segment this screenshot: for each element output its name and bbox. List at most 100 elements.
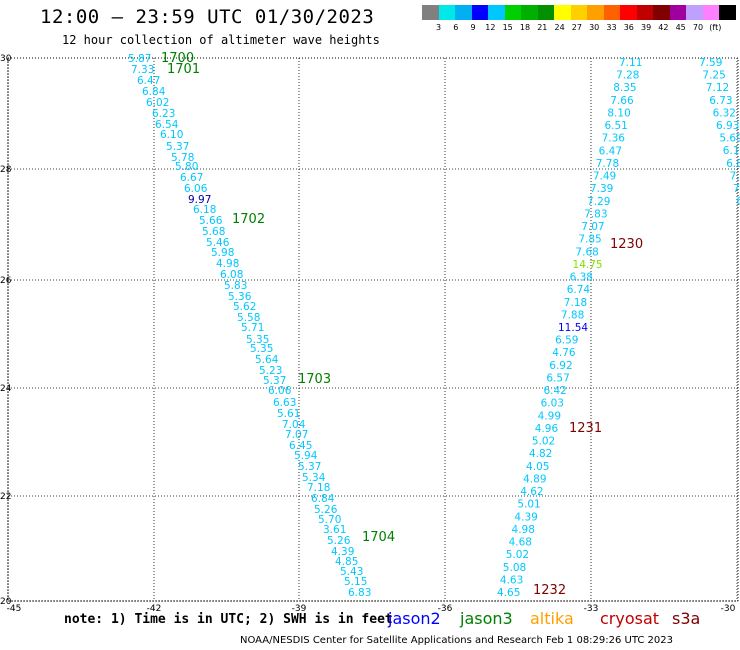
swh-value-b: 6.03 — [541, 398, 564, 410]
swh-value-b: 7.07 — [581, 221, 604, 233]
colorbar-swatch — [719, 5, 736, 20]
lat-tick-label: 20 — [0, 597, 12, 607]
swh-value-a: 5.37 — [263, 375, 286, 387]
time-label: 1231 — [569, 421, 602, 436]
lat-tick-label: 26 — [0, 276, 12, 286]
lat-tick-label: 22 — [0, 492, 11, 502]
map-subtitle: 12 hour collection of altimeter wave hei… — [62, 33, 380, 47]
swh-value-b: 7.11 — [619, 57, 642, 69]
swh-value-a: 6.10 — [160, 129, 183, 141]
swh-value-a: 5.80 — [175, 161, 198, 173]
swh-value-b: 4.98 — [512, 524, 535, 536]
swh-value-a: 3.61 — [323, 524, 346, 536]
colorbar-swatch — [438, 5, 456, 20]
swh-value-a: 6.08 — [220, 269, 243, 281]
swh-value-b: 8.10 — [607, 107, 630, 119]
swh-value-a: 5.71 — [241, 322, 264, 334]
swh-value-b: 4.65 — [497, 587, 520, 599]
swh-value-a: 6.18 — [193, 204, 216, 216]
swh-value-b: 4.76 — [552, 347, 576, 359]
swh-value-b: 6.57 — [546, 372, 569, 384]
colorbar-label: 39 — [641, 23, 652, 32]
plot-frame — [7, 57, 739, 602]
swh-value-a: 5.98 — [211, 247, 234, 259]
lat-tick-label: 30 — [0, 54, 12, 64]
colorbar-swatch — [603, 5, 621, 20]
swh-value-b: 7.85 — [578, 234, 601, 246]
colorbar-swatch — [669, 5, 687, 20]
swh-value-a: 5.78 — [171, 152, 194, 164]
swh-value-b: 7.83 — [584, 208, 607, 220]
swh-value-a: 5.34 — [302, 472, 326, 484]
swh-value-b: 4.63 — [500, 574, 523, 586]
swh-value-b: 8.35 — [613, 82, 636, 94]
swh-value-a: 6.06 — [184, 183, 208, 195]
legend-s3a: s3a — [672, 609, 701, 628]
swh-value-a: 5.66 — [199, 215, 223, 227]
swh-value-b: 5.02 — [532, 436, 555, 448]
time-label: 1232 — [533, 583, 566, 598]
swh-value-b: 6.38 — [570, 272, 593, 284]
swh-value-a: 5.46 — [206, 237, 230, 249]
swh-value-a: 5.87 — [128, 53, 151, 65]
swh-value-b: 4.39 — [514, 511, 537, 523]
swh-value-b: 6.42 — [543, 385, 566, 397]
colorbar-label: 70 — [692, 23, 704, 32]
swh-value-c: 7.25 — [702, 70, 725, 82]
time-label: 1702 — [232, 212, 265, 227]
swh-value-b: 6.59 — [555, 335, 578, 347]
colorbar-label: 12 — [485, 23, 496, 32]
legend-cryosat: cryosat — [600, 609, 660, 628]
colorbar-swatch — [488, 5, 505, 20]
swh-value-a: 4.98 — [216, 258, 239, 270]
swh-value-b: 4.82 — [529, 448, 552, 460]
colorbar-label: 27 — [571, 23, 582, 32]
legend-note: note: 1) Time is in UTC; 2) SWH is in fe… — [64, 612, 393, 627]
swh-value-b: 7.29 — [587, 196, 610, 208]
swh-value-a: 5.83 — [224, 280, 247, 292]
colorbar-label: 42 — [658, 23, 669, 32]
swh-value-b: 5.08 — [503, 562, 526, 574]
colorbar-swatch — [422, 5, 439, 20]
swh-value-b: 14.75 — [573, 259, 603, 271]
swh-value-b: 4.62 — [520, 486, 543, 498]
swh-value-b: 5.01 — [517, 499, 540, 511]
time-label: 1230 — [610, 237, 643, 252]
lon-tick-label: -45 — [7, 604, 22, 614]
swh-value-c: 6.8 — [726, 158, 740, 170]
swh-value-c: 6 — [736, 196, 740, 208]
swh-value-b: 6.51 — [604, 120, 627, 132]
swh-value-a: 5.70 — [318, 514, 341, 526]
lat-tick-label: 24 — [0, 384, 12, 394]
legend-altika: altika — [530, 609, 574, 628]
swh-value-c: 6.73 — [709, 95, 732, 107]
swh-value-a: 6.02 — [146, 97, 169, 109]
swh-value-b: 7.66 — [610, 95, 634, 107]
swh-value-b: 7.28 — [616, 70, 639, 82]
swh-value-a: 6.84 — [311, 493, 335, 505]
colorbar-swatch — [471, 5, 489, 20]
swh-value-a: 5.68 — [202, 226, 225, 238]
colorbar-swatch — [554, 5, 571, 20]
lon-tick-label: -33 — [584, 604, 599, 614]
lat-lon-grid — [7, 57, 739, 602]
legend-jason2: jason2 — [388, 609, 441, 628]
swh-value-b: 4.99 — [538, 410, 561, 422]
swh-value-a: 6.84 — [142, 86, 166, 98]
lon-tick-label: -39 — [292, 604, 307, 614]
swh-value-a: 6.45 — [289, 440, 312, 452]
colorbar-label: 45 — [675, 23, 686, 32]
swh-value-a: 6.63 — [273, 397, 296, 409]
swh-value-b: 4.89 — [523, 473, 546, 485]
colorbar-label: 6 — [453, 23, 459, 32]
lat-tick-label: 28 — [0, 165, 12, 175]
swh-value-a: 9.97 — [188, 194, 211, 206]
swh-value-a: 5.35 — [250, 343, 273, 355]
colorbar-swatch — [521, 5, 538, 20]
colorbar-swatch — [537, 5, 555, 20]
time-label: 1703 — [298, 372, 331, 387]
colorbar-swatch — [653, 5, 670, 20]
lon-tick-label: -36 — [438, 604, 453, 614]
lon-tick-label: -30 — [721, 604, 736, 614]
swh-value-b: 6.47 — [599, 145, 622, 157]
